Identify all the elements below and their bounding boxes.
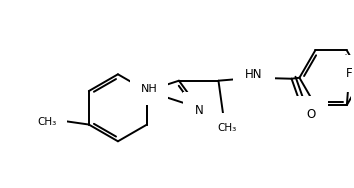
Text: CH₃: CH₃: [38, 117, 57, 127]
Text: O: O: [307, 108, 316, 121]
Text: CH₃: CH₃: [218, 123, 237, 133]
Text: N: N: [195, 104, 204, 117]
Text: HN: HN: [245, 68, 263, 81]
Text: NH: NH: [141, 84, 158, 94]
Text: F: F: [346, 67, 352, 80]
